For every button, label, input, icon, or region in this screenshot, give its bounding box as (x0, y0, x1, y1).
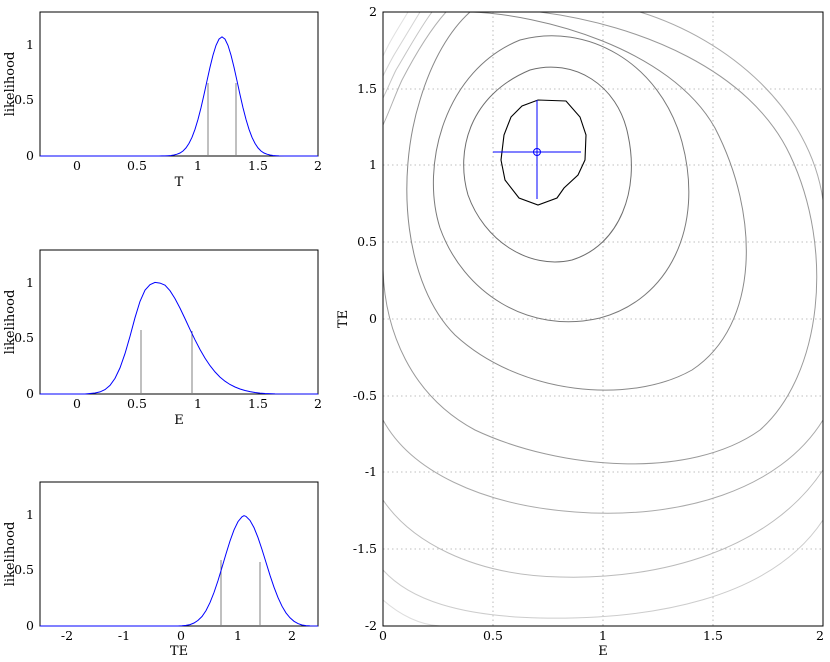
contour-line (382, 11, 818, 465)
x-axis-label: T (175, 175, 184, 190)
y-tick-label: -2 (365, 618, 377, 633)
x-tick-label: 2 (288, 628, 296, 643)
x-tick-label: -2 (61, 628, 73, 643)
panel-TE: 0 0.5 1 -2 -1 0 1 2 TE likelihood (3, 481, 319, 659)
y-tick-label: 0.5 (14, 562, 34, 577)
x-tick-label: 1 (194, 158, 202, 173)
y-tick-label: 0 (26, 386, 34, 401)
x-tick-label: 0.5 (127, 158, 147, 173)
y-tick-label: 0 (26, 618, 34, 633)
x-tick-label: 1 (234, 628, 242, 643)
y-tick-label: 2 (369, 4, 377, 19)
panel-contour: -2 -1.5 -1 -0.5 0 0.5 1 1.5 2 0 0.5 1 1.… (336, 4, 824, 659)
contour-line (382, 11, 409, 57)
y-tick-label: 0.5 (357, 234, 377, 249)
x-axis-label: TE (170, 644, 188, 659)
contour-line (382, 599, 441, 627)
y-ticks: -2 -1.5 -1 -0.5 0 0.5 1 1.5 2 (353, 4, 377, 633)
contour-line (382, 11, 421, 77)
y-axis-label: likelihood (3, 522, 18, 587)
x-ticks: -2 -1 0 1 2 (61, 628, 296, 643)
likelihood-curve (40, 281, 319, 395)
y-tick-label: -1.5 (353, 541, 377, 556)
y-axis-label: likelihood (3, 52, 18, 117)
x-tick-label: 0.5 (127, 396, 147, 411)
x-tick-label: 1 (599, 628, 607, 643)
x-tick-label: 2 (816, 628, 824, 643)
y-tick-label: 0.5 (14, 330, 34, 345)
y-tick-label: -1 (365, 464, 377, 479)
x-tick-label: 2 (314, 158, 322, 173)
contour-line (382, 519, 824, 619)
y-tick-label: 0.5 (14, 92, 34, 107)
y-ticks: 0 0.5 1 (14, 507, 34, 633)
center-marker (533, 148, 541, 156)
contour-line (382, 469, 824, 578)
x-tick-label: 1.5 (248, 158, 268, 173)
x-tick-label: 0 (177, 628, 185, 643)
x-ticks: 0 0.5 1 1.5 2 (73, 396, 322, 411)
y-tick-label: -0.5 (353, 388, 377, 403)
panel-E: 0 0.5 1 0 0.5 1 1.5 2 E likelihood (3, 249, 322, 428)
x-tick-label: -1 (118, 628, 130, 643)
axes-box (39, 11, 319, 157)
x-ticks: 0 0.5 1 1.5 2 (73, 158, 322, 173)
likelihood-curve (40, 36, 318, 157)
y-ticks: 0 0.5 1 (14, 37, 34, 163)
contour-line (382, 11, 433, 99)
y-tick-label: 1.5 (357, 81, 377, 96)
contour-line (406, 11, 747, 391)
y-tick-label: 0 (369, 311, 377, 326)
axes-box (382, 11, 824, 627)
x-tick-label: 0 (379, 628, 387, 643)
inner-contour (500, 99, 587, 206)
x-tick-label: 0 (73, 158, 81, 173)
x-tick-label: 2 (314, 396, 322, 411)
x-tick-label: 1 (194, 396, 202, 411)
crosshair (493, 100, 581, 199)
contour-line (463, 66, 632, 263)
axes-box (39, 249, 319, 395)
x-tick-label: 0 (73, 396, 81, 411)
y-tick-label: 1 (26, 507, 34, 522)
grid-lines (383, 12, 823, 626)
x-ticks: 0 0.5 1 1.5 2 (379, 628, 824, 643)
x-tick-label: 0.5 (483, 628, 503, 643)
x-axis-label: E (174, 413, 184, 428)
y-tick-label: 1 (26, 275, 34, 290)
y-axis-label: likelihood (3, 290, 18, 355)
contour-line (382, 11, 824, 514)
y-tick-label: 0 (26, 148, 34, 163)
axes-box (39, 481, 319, 627)
likelihood-curve (40, 515, 319, 627)
x-axis-label: E (598, 644, 608, 659)
contour-line (433, 35, 690, 323)
y-axis-label: TE (336, 310, 351, 328)
x-tick-label: 1.5 (248, 396, 268, 411)
panel-T: 0 0.5 1 0 0.5 1 1.5 2 T likelihood (3, 11, 322, 190)
y-tick-label: 1 (369, 157, 377, 172)
contour-line (382, 11, 447, 126)
contour-lines (382, 11, 824, 627)
y-ticks: 0 0.5 1 (14, 275, 34, 401)
x-tick-label: 1.5 (703, 628, 723, 643)
y-tick-label: 1 (26, 37, 34, 52)
